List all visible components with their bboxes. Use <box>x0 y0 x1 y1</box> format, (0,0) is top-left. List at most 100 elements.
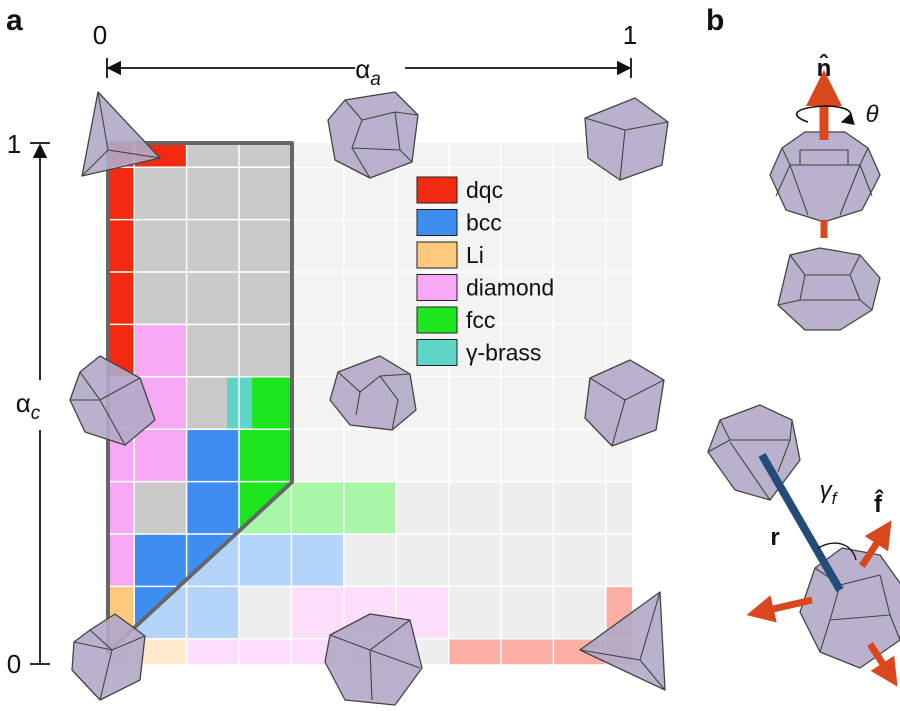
polyhedron-edge <box>369 649 373 701</box>
phase-cell <box>239 272 292 325</box>
polyhedron-edge <box>829 614 891 621</box>
bond <box>758 452 844 593</box>
phase-cell <box>239 167 292 220</box>
axis-max: 1 <box>7 129 21 159</box>
axis-min: 0 <box>93 20 107 50</box>
phase-cell <box>134 219 187 272</box>
legend-swatch <box>416 176 458 204</box>
polyhedron <box>71 613 146 701</box>
phase-cell <box>134 324 187 377</box>
phase-cell <box>186 481 239 534</box>
phase-cell <box>108 272 135 325</box>
phase-cell <box>186 324 239 377</box>
phase-cell <box>187 376 227 430</box>
bond-subscript: f <box>832 489 839 508</box>
legend-label: bcc <box>466 210 502 236</box>
axis-max: 1 <box>623 20 637 50</box>
polyhedron-edge <box>789 164 809 216</box>
phase-cell <box>186 429 239 482</box>
polyhedron-edge <box>73 641 113 651</box>
legend-swatch <box>416 339 458 366</box>
polyhedron-edge <box>351 147 401 151</box>
polyhedron-edge <box>639 659 666 691</box>
legend-label: dqc <box>466 177 503 203</box>
polyhedron-edge <box>99 399 126 446</box>
legend-swatch <box>416 306 458 334</box>
angle-symbol: θ <box>865 101 878 128</box>
phase-cell <box>186 219 239 272</box>
bond-label: γf <box>820 477 839 508</box>
polyhedron-edge <box>344 99 419 121</box>
force-symbol: f̂ <box>874 489 884 518</box>
polyhedron <box>579 591 666 691</box>
force-arrow <box>859 520 892 568</box>
bond-symbol: γ <box>820 477 834 504</box>
polyhedron-edge <box>611 399 626 447</box>
phase-cell <box>186 167 239 220</box>
legend-swatch <box>416 241 458 269</box>
polyhedron-edge <box>619 129 626 181</box>
polyhedron <box>769 131 881 223</box>
axis-label: αa <box>355 54 381 90</box>
distance-symbol: r <box>770 524 779 551</box>
polyhedron-edge <box>719 419 793 441</box>
axis-symbol: n̂ <box>817 54 832 82</box>
force-arrow <box>867 642 898 687</box>
polyhedron-edge <box>729 441 771 501</box>
axis-symbol: α <box>355 54 370 84</box>
phase-cell <box>108 167 135 220</box>
polyhedron <box>324 613 423 706</box>
panel-label: b <box>706 4 724 37</box>
legend-label: fcc <box>466 307 495 333</box>
axis-label: αc <box>16 388 41 424</box>
axis-symbol: α <box>16 388 31 418</box>
phase-cell <box>134 429 187 482</box>
polyhedron-edge <box>81 149 109 177</box>
legend-swatch <box>416 274 458 301</box>
polyhedron <box>69 355 156 446</box>
axis-subscript: c <box>31 403 41 424</box>
polyhedron-edge <box>789 254 861 276</box>
legend-label: Li <box>466 242 484 268</box>
polyhedron-edge <box>775 164 791 197</box>
axis-min: 0 <box>7 649 21 679</box>
phase-cell <box>134 481 187 534</box>
polyhedron <box>584 97 669 181</box>
axis-subscript: a <box>370 69 381 90</box>
legend-label: diamond <box>466 275 554 301</box>
polyhedron-edge <box>839 164 861 216</box>
angle-arc <box>817 542 857 561</box>
polyhedron-edge <box>99 649 113 701</box>
phase-cell <box>239 324 292 377</box>
phase-cell <box>239 429 292 482</box>
polyhedron-edge <box>781 147 869 166</box>
panel-label: a <box>6 4 23 37</box>
legend-swatch <box>416 209 458 236</box>
phase-cell <box>186 272 239 325</box>
legend-label: γ-brass <box>466 340 541 366</box>
phase-cell <box>252 376 292 430</box>
phase-cell <box>239 143 292 168</box>
polyhedron <box>799 547 900 669</box>
polyhedron-edge <box>369 649 421 669</box>
polyhedron-edge <box>355 391 361 416</box>
force-arrow <box>746 595 813 623</box>
phase-cell <box>108 481 135 534</box>
phase-cell <box>239 219 292 272</box>
phase-cell <box>108 219 135 272</box>
polyhedron-edge <box>707 439 731 453</box>
polyhedron-edge <box>379 375 399 431</box>
phase-cell <box>134 272 187 325</box>
rotation-arrow <box>795 105 855 125</box>
polyhedron-edge <box>337 371 411 393</box>
phase-cell <box>134 167 187 220</box>
polyhedron-edge <box>800 149 849 165</box>
phase-cell <box>134 534 187 587</box>
polyhedra <box>69 91 900 706</box>
polyhedron-edge <box>859 164 873 197</box>
polyhedron <box>707 404 801 501</box>
polyhedron-edge <box>777 439 791 473</box>
phase-cell <box>186 143 239 168</box>
phase-cell <box>108 534 135 587</box>
